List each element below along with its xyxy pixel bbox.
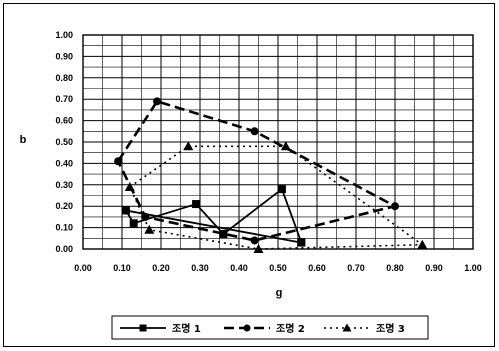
data-point-circle <box>250 236 259 245</box>
legend: 조명 1 조명 2 조명 3 <box>111 315 429 340</box>
chart-frame <box>3 3 495 347</box>
series-2 <box>114 97 399 245</box>
data-point-triangle <box>342 323 352 332</box>
tick-labels: 0.00 0.10 0.20 0.30 0.40 0.50 0.60 0.70 0.80 0.90… <box>55 30 481 273</box>
legend-label: 조명 1 <box>172 322 201 335</box>
legend-item-3: 조명 3 <box>324 322 405 335</box>
legend-item-2: 조명 2 <box>224 322 305 335</box>
x-axis-title: g <box>276 287 283 299</box>
y-tick-label: 0.90 <box>55 51 73 61</box>
data-point-circle <box>141 212 150 221</box>
y-tick-label: 0.40 <box>55 158 73 168</box>
x-tick-label: 0.10 <box>113 263 131 273</box>
x-tick-label: 0.30 <box>191 263 209 273</box>
data-point-circle <box>114 157 123 166</box>
y-tick-label: 0.30 <box>55 180 73 190</box>
data-point-square <box>277 185 286 194</box>
x-tick-label: 0.80 <box>386 263 404 273</box>
data-point-circle <box>243 324 251 332</box>
series-3 <box>124 141 428 253</box>
y-tick-label: 0.70 <box>55 94 73 104</box>
y-tick-label: 0.10 <box>55 223 73 233</box>
grid-lines <box>82 34 474 250</box>
data-point-square <box>121 206 130 215</box>
x-tick-label: 0.60 <box>308 263 326 273</box>
data-point-triangle <box>144 224 155 234</box>
data-point-circle <box>153 97 162 106</box>
data-point-circle <box>391 202 399 211</box>
legend-item-1: 조명 1 <box>120 322 201 335</box>
x-tick-label: 0.50 <box>269 263 287 273</box>
y-tick-label: 0.80 <box>55 73 73 83</box>
data-point-square <box>192 200 201 209</box>
x-tick-label: 0.20 <box>152 263 170 273</box>
series-line <box>129 145 424 250</box>
data-point-triangle <box>417 239 428 249</box>
series-1 <box>121 185 306 247</box>
data-point-triangle <box>280 141 291 151</box>
series-layer <box>114 97 428 253</box>
data-point-circle <box>250 127 259 136</box>
x-tick-label: 0.40 <box>230 263 248 273</box>
data-point-square <box>297 238 306 247</box>
x-tick-label: 0.90 <box>425 263 443 273</box>
data-point-square <box>129 219 138 228</box>
x-tick-label: 0.70 <box>347 263 365 273</box>
data-point-square <box>219 230 228 239</box>
series-line <box>116 100 397 242</box>
legend-label: 조명 3 <box>376 322 405 335</box>
data-point-triangle <box>183 141 194 151</box>
y-axis-title: b <box>20 134 27 146</box>
legend-label: 조명 2 <box>276 322 305 335</box>
x-tick-label: 1.00 <box>464 263 482 273</box>
y-tick-label: 0.00 <box>55 244 73 254</box>
x-tick-label: 0.00 <box>74 263 92 273</box>
data-point-square <box>139 324 147 332</box>
data-point-triangle <box>124 181 135 191</box>
y-tick-label: 0.20 <box>55 201 73 211</box>
y-tick-label: 0.60 <box>55 116 73 126</box>
y-tick-label: 1.00 <box>55 30 73 40</box>
y-tick-label: 0.50 <box>55 137 73 147</box>
data-point-triangle <box>253 244 264 253</box>
